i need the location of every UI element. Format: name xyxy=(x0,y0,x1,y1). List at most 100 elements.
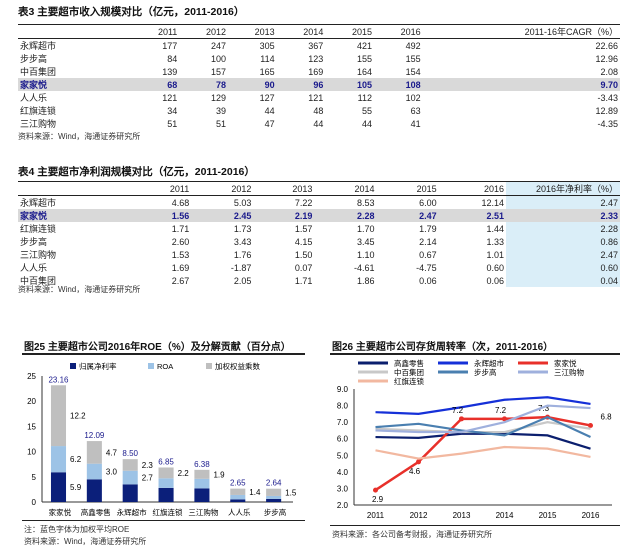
y-tick-label: 25 xyxy=(27,372,36,381)
cell: 2.45 xyxy=(191,209,254,222)
series-line-2 xyxy=(374,415,591,492)
data-label: 6.8 xyxy=(601,412,613,421)
cell: 2.14 xyxy=(419,236,437,247)
cell: 155 xyxy=(405,53,421,64)
table4-source: 资料来源：Wind，海通证券研究所 xyxy=(18,285,141,294)
bar-segment xyxy=(158,487,174,502)
column-header: 2013 xyxy=(292,183,313,194)
cell: 305 xyxy=(259,40,275,51)
row-label: 中百集团 xyxy=(20,276,57,286)
cell: 1.01 xyxy=(486,249,504,260)
data-point xyxy=(373,487,378,493)
cell: 2.67 xyxy=(171,275,190,286)
bar-segment xyxy=(86,479,102,502)
cell: 367 xyxy=(308,40,324,51)
row-label: 步步高 xyxy=(20,237,48,247)
y-tick-label: 7.0 xyxy=(337,418,349,427)
row-label: 永辉超市 xyxy=(20,198,57,208)
legend-swatch xyxy=(148,363,154,369)
cell: 34 xyxy=(167,105,178,116)
cell: 1.71 xyxy=(294,275,313,286)
cell: 157 xyxy=(210,66,226,77)
cell: 4.68 xyxy=(171,197,190,208)
segment-label: 1.4 xyxy=(249,488,261,497)
y-tick-label: 5.0 xyxy=(337,451,349,460)
y-tick-label: 4.0 xyxy=(337,468,349,477)
cell: 114 xyxy=(260,53,275,64)
column-header: 2016 xyxy=(483,183,504,194)
row-label: 家家悦 xyxy=(18,78,132,91)
cell: -3.43 xyxy=(597,92,618,103)
legend-label: 加权权益乘数 xyxy=(215,361,260,371)
y-tick-label: 8.0 xyxy=(337,402,349,411)
cell: -1.87 xyxy=(230,262,252,273)
legend-label: 永辉超市 xyxy=(474,358,504,368)
row-label: 人人乐 xyxy=(20,263,48,273)
cell: 9.70 xyxy=(422,78,620,91)
category-label: 步步高 xyxy=(264,507,287,517)
chart25-source: 资料来源：Wind，海通证券研究所 xyxy=(24,537,147,546)
turnover-chart-frame xyxy=(330,353,620,526)
cell: 1.50 xyxy=(294,249,313,260)
table-row: 人人乐 1.69 -1.87 0.07 -4.61 -4.75 0.60 0.60 xyxy=(18,261,620,274)
cell: 4.15 xyxy=(294,236,313,247)
legend-label: 红旗连锁 xyxy=(394,376,424,386)
category-label: 三江购物 xyxy=(188,507,218,517)
total-label: 8.50 xyxy=(122,449,138,458)
table-row: 红旗连锁 1.71 1.73 1.57 1.70 1.79 1.44 2.28 xyxy=(18,222,620,235)
cell: 2.47 xyxy=(506,248,620,261)
turnover-chart: 2.0 3.0 4.0 5.0 6.0 7.0 8.0 9.0 2011 2012 2013 2014… xyxy=(337,358,613,520)
segment-label: 2.2 xyxy=(178,469,190,478)
column-header: 2011 xyxy=(169,183,190,194)
cell: 1.53 xyxy=(171,249,190,260)
data-point xyxy=(588,422,593,428)
bar-segment xyxy=(194,469,210,479)
cell: 177 xyxy=(162,40,178,51)
cell: 1.10 xyxy=(356,249,375,260)
data-label: 7.2 xyxy=(495,406,507,415)
column-header: 2015 xyxy=(351,26,372,37)
cell: 123 xyxy=(308,53,324,64)
column-header: 2015 xyxy=(416,183,437,194)
column-header: 2016年净利率（%） xyxy=(506,181,620,196)
cell: 1.71 xyxy=(171,223,190,234)
bar-segment xyxy=(50,446,67,473)
table-row: 永辉超市 4.68 5.03 7.22 8.53 6.00 12.14 2.47 xyxy=(18,195,620,209)
column-header: 2014 xyxy=(354,183,375,194)
cell: 2.51 xyxy=(438,209,506,222)
total-label: 23.16 xyxy=(48,375,69,384)
bar-segment xyxy=(86,441,102,464)
x-tick-label: 2013 xyxy=(453,511,471,520)
category-label: 高鑫零售 xyxy=(81,507,111,517)
cell: 492 xyxy=(405,40,421,51)
cell: 112 xyxy=(357,92,372,103)
category-label: 红旗连锁 xyxy=(153,507,183,517)
row-label: 红旗连锁 xyxy=(20,106,57,116)
data-point xyxy=(459,416,464,422)
segment-label: 1.9 xyxy=(213,470,225,479)
cell: 3.45 xyxy=(356,236,375,247)
legend-label: 中百集团 xyxy=(394,367,424,377)
cell: 1.57 xyxy=(294,223,313,234)
cell: 63 xyxy=(410,105,421,116)
y-tick-label: 0 xyxy=(32,498,37,507)
cell: 155 xyxy=(356,53,372,64)
cell: 51 xyxy=(167,118,178,129)
data-point xyxy=(502,416,507,422)
legend-label: 家家悦 xyxy=(554,358,577,368)
series-line-5 xyxy=(375,404,591,434)
bar-segment xyxy=(158,478,174,488)
table-row: 中百集团 2.67 2.05 1.71 1.86 0.06 0.06 0.04 xyxy=(18,274,620,287)
cell: 84 xyxy=(167,53,178,64)
legend-label: ROA xyxy=(157,362,173,371)
cell: 129 xyxy=(210,92,226,103)
x-tick-label: 2011 xyxy=(367,511,385,520)
cell: 154 xyxy=(405,66,421,77)
cell: 47 xyxy=(264,118,275,129)
segment-label: 1.5 xyxy=(285,488,297,497)
cell: 247 xyxy=(210,40,226,51)
cell: 5.03 xyxy=(233,197,252,208)
table-row: 三江购物 1.53 1.76 1.50 1.10 0.67 1.01 2.47 xyxy=(18,248,620,261)
total-label: 2.65 xyxy=(230,479,246,488)
segment-label: 5.9 xyxy=(70,483,82,492)
